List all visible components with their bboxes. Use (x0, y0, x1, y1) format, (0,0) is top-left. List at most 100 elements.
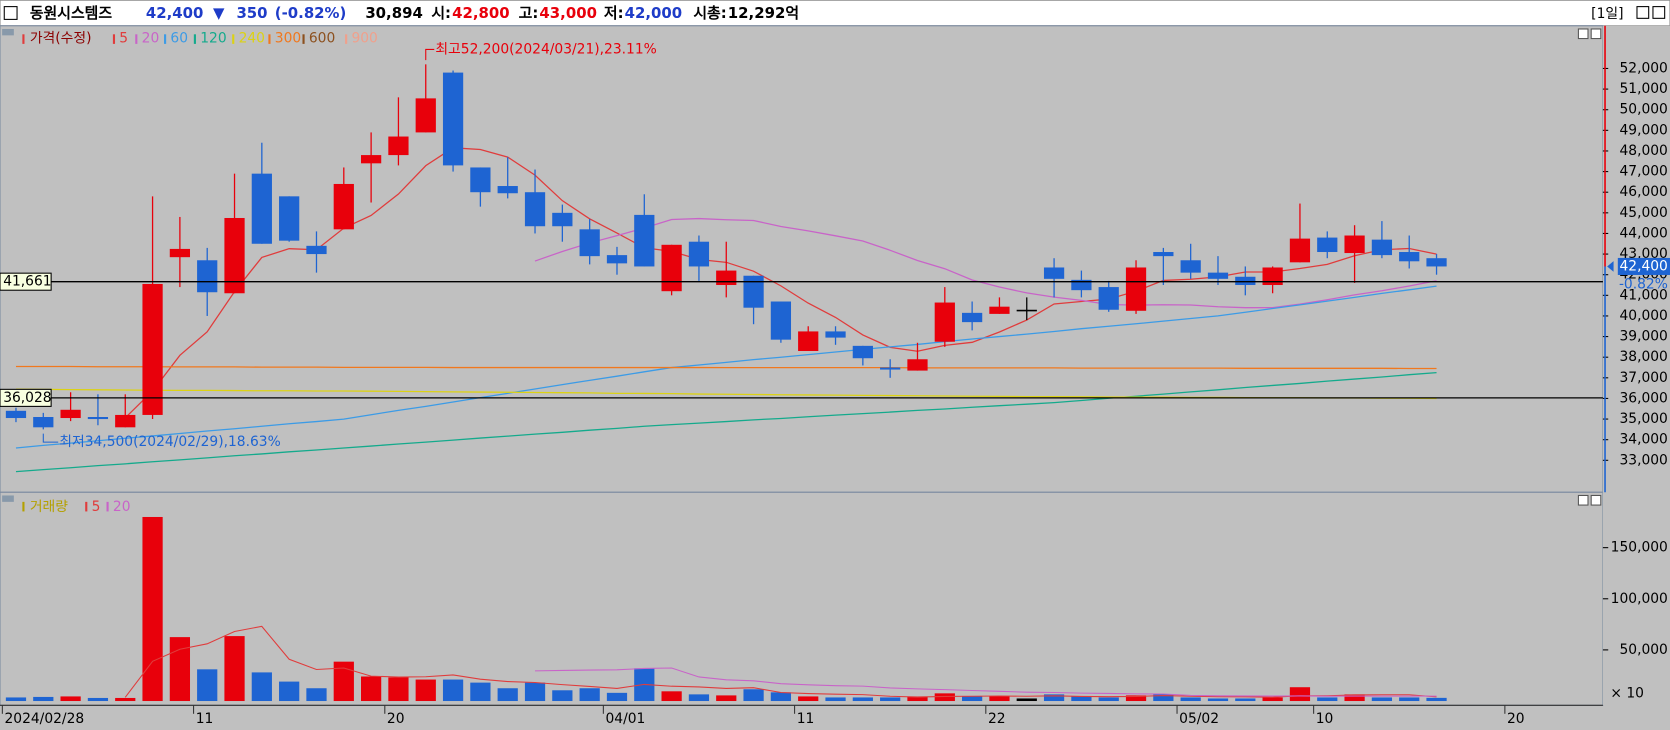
y-tick-label: 150,000 (1611, 540, 1668, 556)
volume-bar (770, 692, 792, 702)
volume-bar (1153, 694, 1174, 702)
candle-body (1153, 252, 1174, 257)
x-tick-label: 2024/02/28 (4, 711, 84, 727)
volume-unit: × 10 (1610, 686, 1644, 702)
y-tick-label: 40,000 (1619, 308, 1667, 324)
legend-swatch (164, 34, 167, 44)
volume-bar (880, 697, 901, 702)
candle-body (634, 214, 655, 267)
candle-body (1235, 276, 1256, 286)
candle-body (415, 98, 436, 133)
panel-button[interactable] (1577, 494, 1589, 506)
checkbox[interactable] (3, 6, 18, 20)
volume-bar (798, 696, 819, 702)
x-tick-label: 10 (1316, 711, 1334, 727)
panel-button[interactable] (1590, 494, 1602, 506)
candle-body (1098, 287, 1119, 310)
y-tick-label: 52,000 (1619, 60, 1667, 76)
candle-body (524, 192, 546, 227)
y-tick-label: 51,000 (1619, 81, 1667, 97)
ma-legend: 120 (200, 31, 226, 47)
panel-button[interactable] (1590, 28, 1602, 40)
volume-bar (279, 681, 300, 702)
x-tick-label: 11 (797, 711, 815, 727)
price-tag-label: 42,400 (1619, 258, 1667, 274)
ma-legend: 20 (113, 499, 131, 515)
y-tick-label: 33,000 (1619, 452, 1667, 468)
volume-ma-line (534, 667, 1437, 697)
y-tick-label: 37,000 (1619, 370, 1667, 386)
axis-area (1602, 25, 1670, 706)
ma-legend: 20 (142, 31, 160, 47)
candle-body (306, 245, 327, 255)
volume-bar (306, 688, 327, 702)
volume-bar (1043, 694, 1065, 702)
candle-body (388, 136, 409, 156)
x-tick-label: 22 (988, 711, 1006, 727)
change: 350 (236, 4, 267, 22)
price-panel (0, 25, 1604, 493)
volume-bar (251, 672, 272, 702)
volume-bar (1262, 697, 1283, 702)
panel-icon[interactable] (2, 495, 14, 502)
hline-label-box (0, 388, 52, 407)
change-pct: (-0.82%) (275, 4, 347, 22)
legend-swatch (268, 34, 271, 44)
hline-label-box (0, 272, 52, 291)
candle-body (33, 416, 54, 428)
candle-body (251, 173, 272, 244)
annotation-arrow (425, 48, 435, 61)
period[interactable]: [1일] (1591, 6, 1623, 22)
candle-body (880, 367, 901, 370)
volume-bar (1098, 697, 1119, 702)
candle-body (169, 248, 191, 258)
panel-icon[interactable] (2, 28, 14, 36)
candle-body (1371, 239, 1393, 256)
ma-line (534, 217, 1437, 309)
ma-line (15, 285, 1437, 449)
candle-body (360, 155, 382, 164)
candle-body (989, 306, 1010, 314)
candle-body (115, 414, 136, 428)
volume-bar (60, 696, 81, 702)
y-tick-label: 48,000 (1619, 143, 1667, 159)
candle-body (962, 312, 983, 323)
candle-body (825, 331, 846, 338)
volume-bar (852, 697, 873, 702)
stock-name: 동원시스템즈 (30, 4, 113, 22)
high-annotation: 최고52,200(2024/03/21),23.11% (435, 41, 656, 57)
candle-body (279, 196, 300, 241)
volume-bar (1289, 687, 1311, 702)
volume-bar (470, 682, 491, 702)
panel-button[interactable] (1577, 28, 1589, 40)
hline-label: 36,028 (3, 390, 51, 406)
ma-legend: 600 (309, 31, 335, 47)
x-tick-label: 11 (196, 711, 214, 727)
candle-body (142, 283, 163, 415)
volume-bar (333, 661, 354, 702)
volume-bar (442, 679, 464, 702)
window-button[interactable] (1652, 6, 1666, 19)
volume-bar (606, 692, 628, 702)
y-tick-label: 46,000 (1619, 184, 1667, 200)
price-tag (1617, 257, 1670, 275)
ma-legend: 5 (119, 31, 128, 47)
stat-label: 시총: (693, 4, 726, 22)
ma-line (15, 365, 1437, 370)
volume-bar (115, 697, 136, 702)
candle-body (606, 255, 628, 264)
y-tick-label: 38,000 (1619, 349, 1667, 365)
change-tag-label: -0.82% (1619, 277, 1668, 293)
x-tick-label: 05/02 (1179, 711, 1219, 727)
header-stats: 시: 42,800 고: 43,000 저: 42,000 시총: 12,292억 (431, 4, 799, 22)
volume-bar (962, 696, 983, 702)
candle-body (497, 186, 518, 194)
candle-body (224, 217, 245, 294)
volume-bar (989, 696, 1010, 702)
volume-bar (224, 636, 245, 702)
candle-body (1344, 235, 1365, 254)
window-button[interactable] (1636, 6, 1650, 19)
legend-swatch (135, 34, 138, 44)
price: 42,400 (146, 4, 204, 22)
volume-bar (1125, 695, 1147, 702)
